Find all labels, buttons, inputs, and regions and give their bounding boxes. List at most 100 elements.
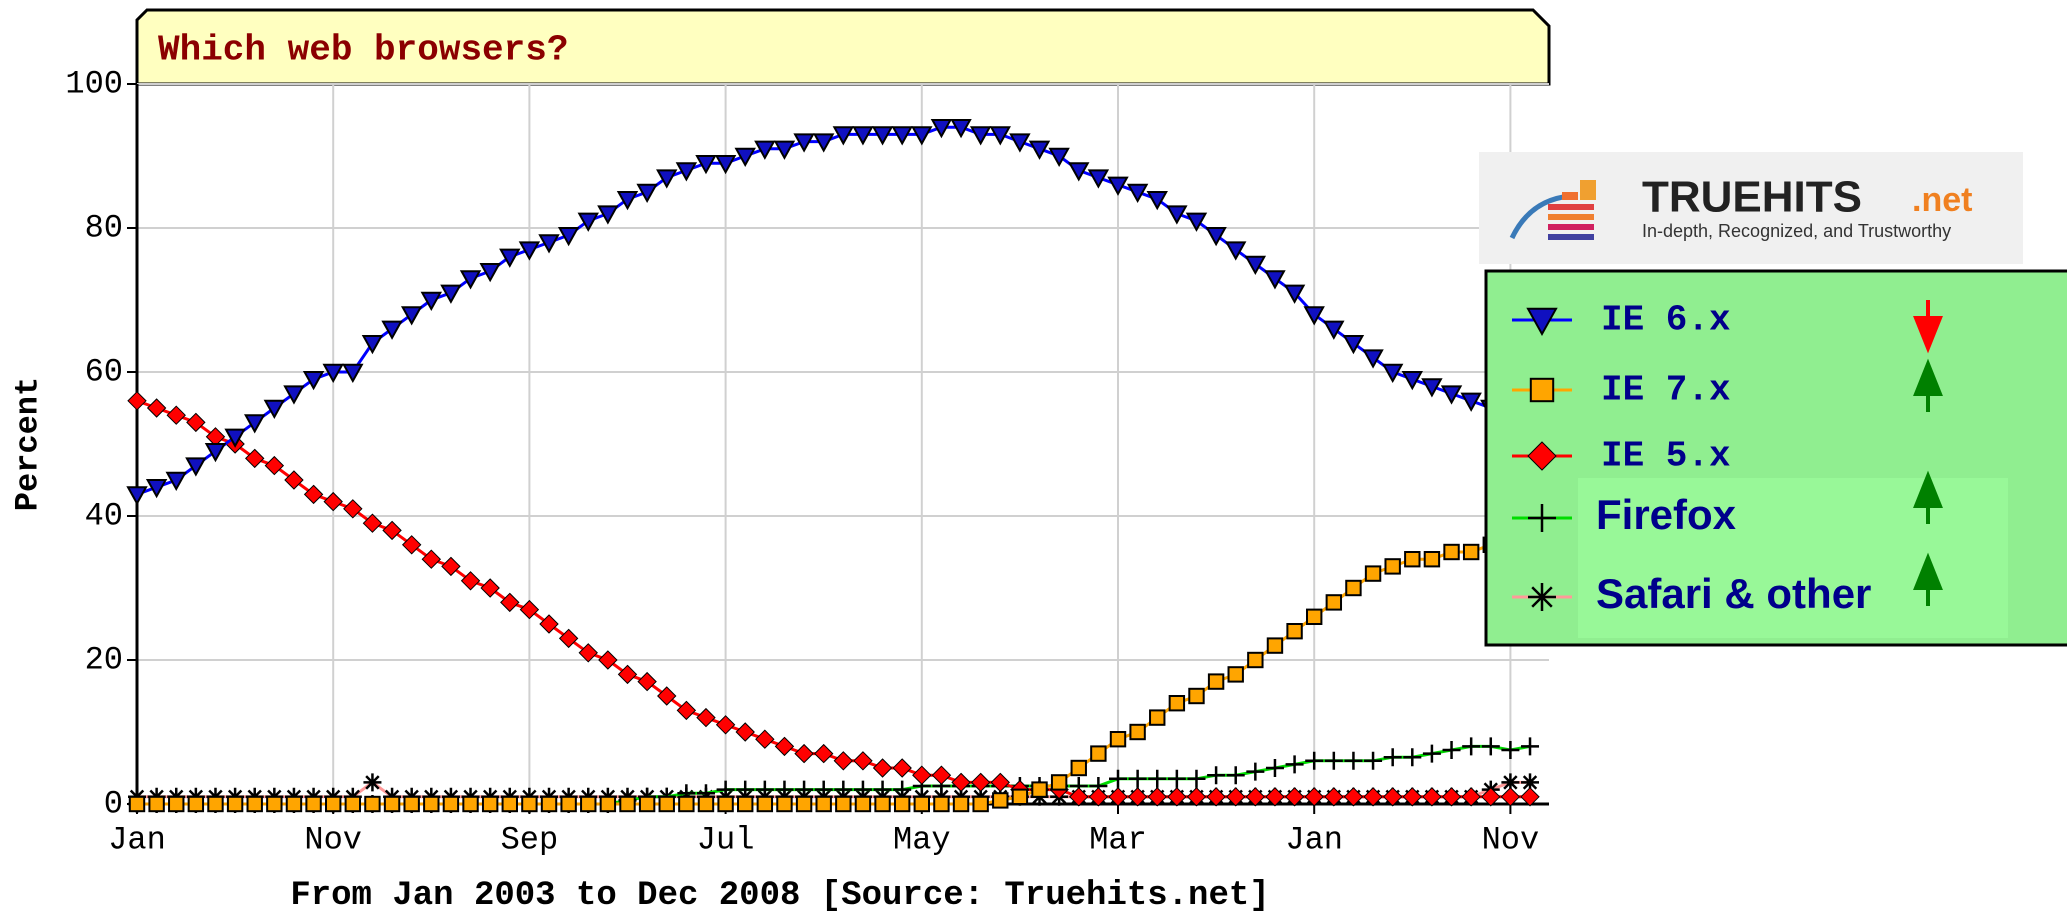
legend: IE 6.x IE 7.x IE 5.x Firefox Safari & other [1484, 269, 2067, 647]
legend-label: IE 5.x [1601, 436, 1731, 477]
marker [285, 795, 303, 813]
marker [992, 792, 1009, 809]
marker [972, 795, 989, 813]
marker [1521, 737, 1540, 756]
marker [1501, 773, 1520, 792]
marker [1187, 769, 1206, 788]
marker [1266, 637, 1284, 654]
marker [245, 448, 265, 469]
marker [325, 795, 342, 813]
x-tick-label: Nov [1482, 821, 1540, 858]
y-tick-label: 0 [104, 785, 123, 822]
x-tick-label: Mar [1089, 821, 1147, 858]
logo-suffix: .net [1912, 181, 1972, 219]
marker [1148, 769, 1167, 788]
marker [1011, 788, 1029, 805]
marker [754, 140, 776, 160]
marker [1529, 377, 1555, 403]
marker [1481, 787, 1501, 807]
marker [303, 484, 324, 505]
marker [1227, 666, 1244, 683]
marker [538, 234, 560, 254]
marker [853, 751, 873, 771]
marker [1324, 787, 1344, 807]
marker [912, 765, 932, 785]
marker [440, 284, 462, 304]
marker [1149, 709, 1166, 726]
marker [1147, 787, 1167, 807]
marker [284, 470, 304, 490]
marker [442, 795, 460, 813]
marker [539, 614, 559, 634]
marker [1364, 565, 1382, 582]
marker [128, 795, 146, 813]
marker [755, 780, 774, 799]
marker [969, 126, 992, 146]
marker [1186, 787, 1207, 807]
marker [737, 795, 754, 813]
marker [1286, 623, 1303, 640]
marker [793, 133, 815, 153]
marker [1107, 176, 1129, 196]
marker [951, 772, 971, 793]
marker [717, 795, 734, 813]
marker [697, 795, 715, 813]
marker [1284, 787, 1305, 807]
marker [1325, 594, 1343, 611]
marker [381, 320, 403, 340]
marker [1129, 723, 1146, 741]
y-tick-label: 20 [85, 641, 123, 678]
marker [599, 795, 617, 813]
marker [1500, 787, 1521, 807]
marker [1323, 320, 1345, 340]
marker [617, 664, 638, 685]
marker [363, 773, 382, 792]
marker [519, 599, 540, 620]
marker [560, 795, 577, 813]
marker [1109, 731, 1127, 748]
marker [1009, 133, 1031, 153]
marker [794, 743, 814, 764]
marker [1364, 751, 1383, 770]
marker [168, 795, 185, 813]
marker [598, 650, 618, 670]
marker [1441, 787, 1462, 807]
marker [1146, 191, 1168, 211]
marker [401, 535, 422, 555]
marker [403, 795, 420, 813]
x-tick-label: May [893, 821, 951, 858]
marker [832, 126, 855, 146]
marker [970, 772, 991, 793]
x-tick-label: Nov [304, 821, 362, 858]
marker [1031, 781, 1048, 798]
marker [637, 671, 657, 692]
marker [1090, 745, 1107, 762]
marker [518, 241, 541, 261]
x-tick-label: Jul [697, 821, 755, 858]
y-axis-label: Percent [9, 377, 46, 511]
marker [540, 795, 558, 813]
marker [1404, 551, 1421, 568]
marker [676, 700, 697, 721]
marker [1521, 773, 1540, 792]
marker [1207, 673, 1225, 690]
series-line [136, 399, 1531, 799]
marker [1265, 787, 1285, 807]
y-tick-label: 100 [65, 65, 123, 102]
marker [1460, 392, 1482, 412]
marker [911, 126, 933, 146]
marker [1344, 751, 1363, 770]
marker [773, 140, 796, 160]
marker [735, 722, 755, 742]
marker [714, 155, 737, 175]
marker [815, 795, 832, 813]
x-tick-label: Jan [108, 821, 166, 858]
marker [1168, 695, 1186, 712]
marker [1403, 748, 1422, 767]
marker [734, 147, 756, 168]
marker [1207, 766, 1226, 785]
marker [480, 578, 500, 598]
marker [1481, 737, 1500, 756]
marker [1283, 284, 1306, 304]
marker [619, 795, 636, 813]
